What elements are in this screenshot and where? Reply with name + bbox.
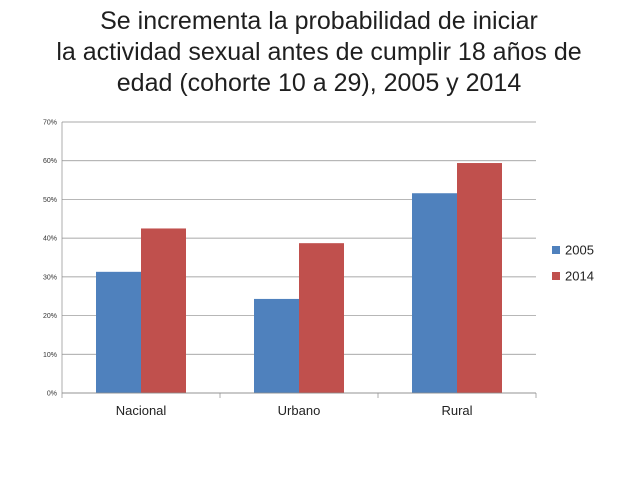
- x-tick-label: Rural: [441, 403, 472, 418]
- y-axis-ticks: 0% 10% 20% 30% 40% 50% 60% 70%: [43, 120, 57, 398]
- y-tick-label: 20%: [43, 313, 57, 320]
- legend-label-2014: 2014: [565, 269, 594, 284]
- y-tick-label: 70%: [43, 120, 57, 127]
- chart-title-line-2: la actividad sexual antes de cumplir 18 …: [56, 38, 582, 66]
- chart-title-line-1: Se incrementa la probabilidad de iniciar: [100, 7, 538, 35]
- x-tick-label: Nacional: [116, 403, 167, 418]
- bar-2005-rural: [412, 193, 457, 393]
- y-tick-label: 40%: [43, 236, 57, 243]
- chart-title-line-3: edad (cohorte 10 a 29), 2005 y 2014: [116, 69, 522, 97]
- y-tick-label: 10%: [43, 352, 57, 359]
- bar-2005-nacional: [96, 271, 141, 393]
- x-tick-label: Urbano: [278, 403, 321, 418]
- bar-2005-urbano: [254, 298, 299, 393]
- chart-title: Se incrementa la probabilidad de iniciar…: [0, 6, 638, 99]
- legend-swatch-2014: [552, 272, 560, 280]
- y-tick-label: 0%: [47, 391, 57, 398]
- legend: 2005 2014: [552, 243, 594, 284]
- legend-swatch-2005: [552, 246, 560, 254]
- bar-2014-nacional: [141, 228, 186, 393]
- bars: [96, 163, 502, 393]
- y-tick-label: 30%: [43, 274, 57, 281]
- bar-2014-rural: [457, 163, 502, 393]
- legend-label-2005: 2005: [565, 243, 594, 258]
- x-axis: Nacional Urbano Rural: [61, 122, 537, 418]
- y-tick-label: 60%: [43, 158, 57, 165]
- y-tick-label: 50%: [43, 197, 57, 204]
- bar-2014-urbano: [299, 243, 344, 393]
